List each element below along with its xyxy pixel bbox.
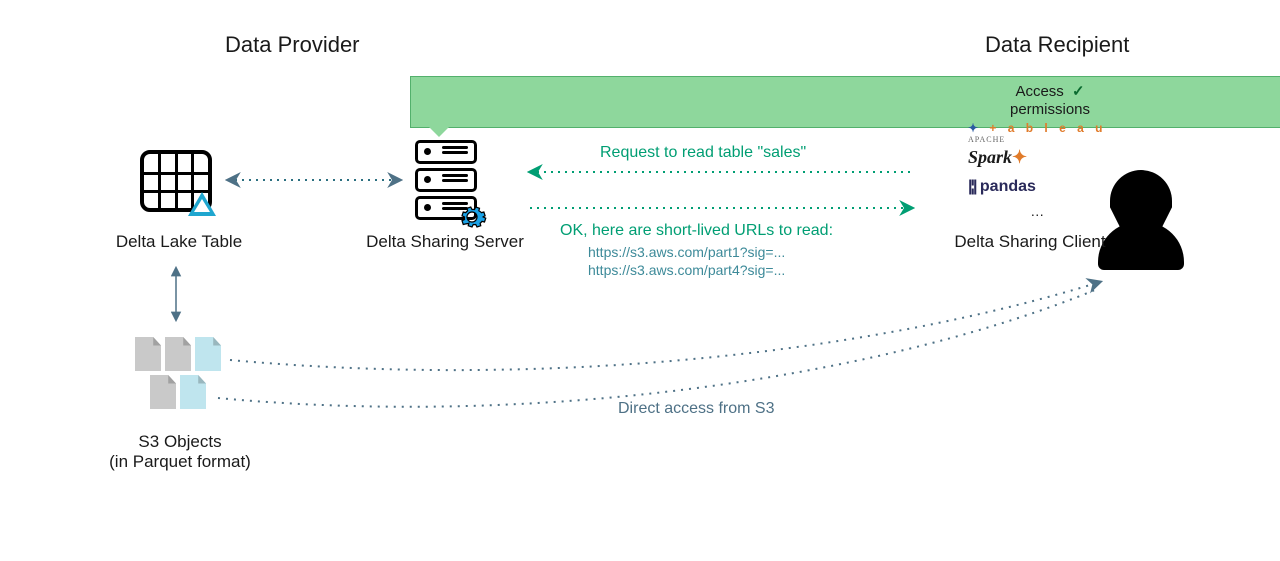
s3-objects-label: S3 Objects (in Parquet format) [85,432,275,472]
parquet-file-icon [180,375,206,409]
response-label: OK, here are short-lived URLs to read: [560,222,833,240]
response-url-1: https://s3.aws.com/part1?sig=... [588,244,785,260]
arrow-s3-client-2 [218,290,1095,407]
delta-lake-table-node [140,150,212,212]
parquet-file-icon [165,337,191,371]
parquet-file-icon [135,337,161,371]
request-label: Request to read table "sales" [600,144,806,162]
access-permissions-callout: Access ✓ permissions [410,76,1280,128]
pandas-text: pandas [980,178,1036,195]
callout-line1: Access [1015,83,1063,100]
client-tools-list: ✦ + a b l e a u APACHE Spark✦ |¦| pandas… [968,118,1106,224]
diagram-stage: { "canvas": { "width": 1280, "height": 5… [0,0,1280,561]
parquet-file-icon [150,375,176,409]
s3-label-line1: S3 Objects [138,432,221,451]
gear-icon [457,202,487,232]
delta-sharing-server-label: Delta Sharing Server [340,232,550,252]
arrow-s3-client-1 [230,282,1100,370]
delta-logo-icon [188,192,216,216]
server-rack-icon [415,140,477,164]
delta-sharing-client-label: Delta Sharing Client [920,232,1140,252]
pandas-logo: |¦| pandas [968,173,1106,200]
parquet-file-icon [195,337,221,371]
check-icon: ✓ [1072,83,1085,100]
recipient-heading: Data Recipient [985,32,1129,58]
spark-apache: APACHE [968,138,1106,142]
callout-line2: permissions [1010,101,1090,118]
spark-text: Spark [968,147,1012,167]
delta-sharing-server-node [415,140,477,224]
spark-logo: APACHE Spark✦ [968,138,1106,173]
server-rack-icon [415,168,477,192]
response-url-2: https://s3.aws.com/part4?sig=... [588,262,785,278]
tableau-text: + a b l e a u [989,121,1106,135]
more-tools: … [968,200,1106,224]
s3-objects-node [118,335,238,411]
direct-access-label: Direct access from S3 [618,400,774,418]
provider-heading: Data Provider [225,32,360,58]
delta-lake-table-label: Delta Lake Table [104,232,254,252]
s3-label-line2: (in Parquet format) [109,452,251,471]
user-silhouette-icon [1098,170,1184,270]
